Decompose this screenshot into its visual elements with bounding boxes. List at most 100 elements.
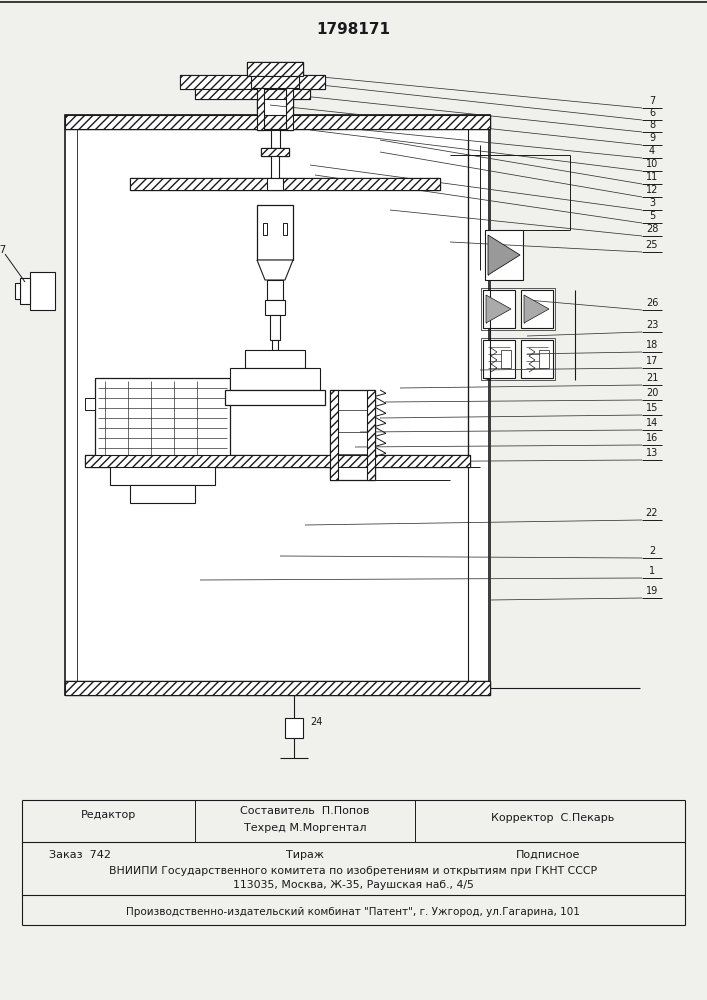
Bar (65, 115, 490, 129)
Polygon shape (486, 295, 511, 323)
Text: Редактор: Редактор (81, 810, 136, 820)
Bar (367, 390, 375, 480)
Text: 3: 3 (649, 198, 655, 208)
Bar (483, 340, 515, 378)
Bar (265, 300, 285, 315)
Text: 13: 13 (646, 448, 658, 458)
Bar (247, 62, 303, 76)
Text: 2: 2 (649, 546, 655, 556)
Text: Подписное: Подписное (516, 850, 580, 860)
Text: 15: 15 (645, 403, 658, 413)
Text: 113035, Москва, Ж-35, Раушская наб., 4/5: 113035, Москва, Ж-35, Раушская наб., 4/5 (233, 880, 474, 890)
Bar (110, 460, 215, 485)
Bar (257, 88, 264, 130)
Bar (330, 390, 338, 480)
Text: 1: 1 (649, 566, 655, 576)
Text: 20: 20 (645, 388, 658, 398)
Bar (263, 223, 267, 235)
Text: Заказ  742: Заказ 742 (49, 850, 111, 860)
Text: 18: 18 (646, 340, 658, 350)
Bar (271, 156, 279, 178)
Text: 7: 7 (649, 96, 655, 106)
Text: 27: 27 (0, 245, 6, 255)
Bar (283, 223, 287, 235)
Bar (230, 368, 320, 390)
Text: 21: 21 (645, 373, 658, 383)
Bar (130, 178, 440, 190)
Bar (85, 398, 95, 410)
Text: 16: 16 (646, 433, 658, 443)
Bar (195, 89, 310, 99)
Text: 25: 25 (645, 240, 658, 250)
Bar (285, 718, 303, 738)
Bar (521, 290, 553, 328)
Text: 22: 22 (645, 508, 658, 518)
Bar (65, 681, 490, 695)
Bar (501, 350, 511, 368)
Text: 5: 5 (649, 211, 655, 221)
Text: 11: 11 (646, 172, 658, 182)
Bar (130, 178, 440, 190)
Bar (225, 390, 325, 405)
Text: 17: 17 (645, 356, 658, 366)
Polygon shape (488, 235, 520, 275)
Bar (330, 390, 375, 480)
Bar (481, 288, 555, 330)
Bar (245, 350, 305, 368)
Bar (251, 76, 299, 88)
Bar (521, 340, 553, 378)
Text: 26: 26 (645, 298, 658, 308)
Text: 28: 28 (645, 224, 658, 234)
Text: 8: 8 (649, 120, 655, 130)
Bar (483, 290, 515, 328)
Bar (65, 681, 490, 695)
Text: 1798171: 1798171 (316, 22, 390, 37)
Bar (330, 390, 338, 480)
Bar (251, 76, 299, 88)
Bar (95, 378, 230, 460)
Bar (267, 280, 283, 300)
Bar (272, 340, 278, 350)
Bar (130, 485, 195, 503)
Text: Составитель  П.Попов: Составитель П.Попов (240, 806, 370, 816)
Text: Корректор  С.Пекарь: Корректор С.Пекарь (491, 813, 614, 823)
Text: Техред М.Моргентал: Техред М.Моргентал (244, 823, 366, 833)
Bar (65, 115, 490, 695)
Bar (261, 148, 289, 156)
Polygon shape (524, 295, 549, 323)
Text: 14: 14 (646, 418, 658, 428)
Bar (539, 350, 549, 368)
Bar (85, 455, 470, 467)
Bar (15, 283, 20, 299)
Text: 19: 19 (646, 586, 658, 596)
Bar (267, 178, 283, 190)
Text: ВНИИПИ Государственного комитета по изобретениям и открытиям при ГКНТ СССР: ВНИИПИ Государственного комитета по изоб… (109, 866, 597, 876)
Text: 9: 9 (649, 133, 655, 143)
Bar (85, 455, 470, 467)
Bar (20, 278, 30, 304)
Bar (180, 75, 325, 89)
Text: Тираж: Тираж (286, 850, 324, 860)
Text: 12: 12 (645, 185, 658, 195)
Bar (257, 205, 293, 260)
Bar (261, 148, 289, 156)
Bar (180, 75, 325, 89)
Text: 24: 24 (310, 717, 322, 727)
Bar (270, 315, 280, 340)
Bar (195, 89, 310, 99)
Bar (286, 88, 293, 130)
Bar (30, 272, 55, 310)
Polygon shape (257, 260, 293, 280)
Bar (65, 115, 490, 129)
Bar (247, 62, 303, 76)
Bar (257, 88, 293, 130)
Text: Производственно-издательский комбинат "Патент", г. Ужгород, ул.Гагарина, 101: Производственно-издательский комбинат "П… (126, 907, 580, 917)
Text: 10: 10 (646, 159, 658, 169)
Bar (261, 148, 289, 156)
Bar (257, 88, 264, 130)
Bar (367, 390, 375, 480)
Text: 23: 23 (645, 320, 658, 330)
Bar (485, 230, 523, 280)
Text: 6: 6 (649, 108, 655, 118)
Bar (286, 88, 293, 130)
